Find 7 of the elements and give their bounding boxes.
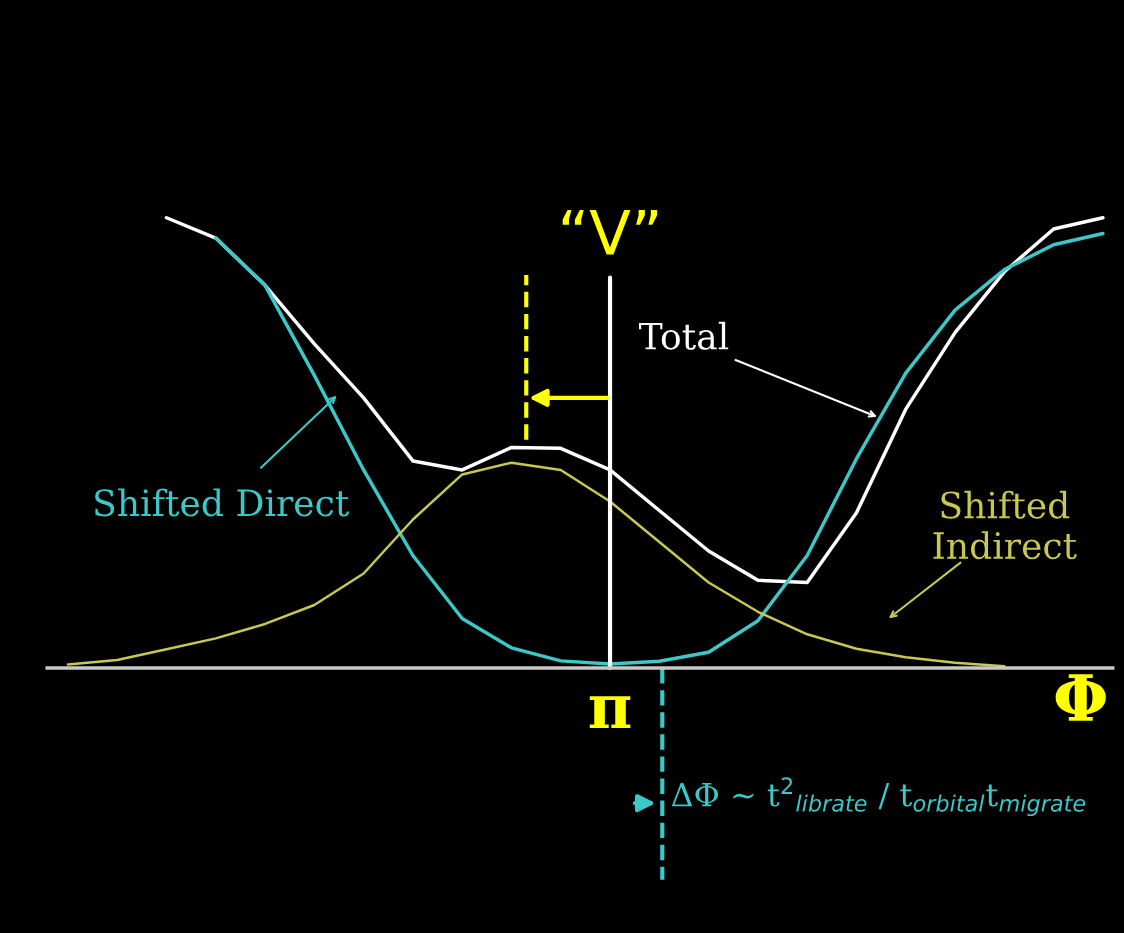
annotation: Shifted Direct — [95, 488, 350, 517]
annotation: Shifted Indirect — [933, 490, 1077, 560]
text: ΔΦ ∼ t$^{2}$$_{librate}$ / t$_{orbital}$t$_{migrate}$ — [671, 777, 1086, 817]
annotation: “V” — [562, 210, 658, 255]
annotation: Total — [639, 321, 729, 350]
text: π — [589, 696, 631, 729]
x-axis-title: Φ — [1055, 674, 1106, 721]
